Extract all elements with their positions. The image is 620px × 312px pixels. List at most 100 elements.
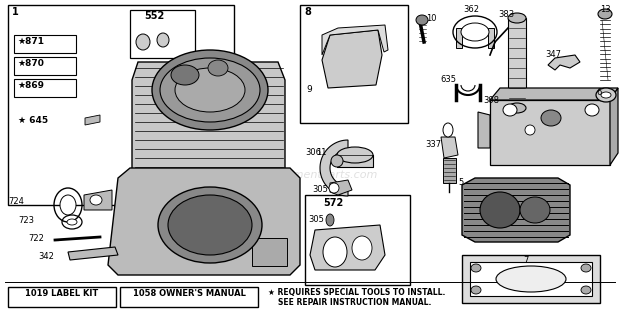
Polygon shape [108,168,300,275]
Text: 724: 724 [8,197,24,206]
Text: 723: 723 [18,216,34,225]
Ellipse shape [67,219,77,225]
Bar [508,18,526,108]
Text: 305: 305 [312,185,328,194]
Ellipse shape [480,192,520,228]
Bar [14,35,76,53]
Polygon shape [322,30,382,88]
Bar [337,155,373,167]
Bar [8,5,234,205]
Polygon shape [490,88,618,100]
Ellipse shape [503,104,517,116]
Ellipse shape [585,104,599,116]
Ellipse shape [581,264,591,272]
Polygon shape [330,180,352,195]
Text: eReplacementParts.com: eReplacementParts.com [242,170,378,180]
Polygon shape [456,28,462,48]
Ellipse shape [171,65,199,85]
Text: 722: 722 [28,234,44,243]
Text: 383: 383 [498,10,514,19]
Ellipse shape [496,266,566,292]
Text: 8: 8 [304,7,311,17]
Ellipse shape [352,236,372,260]
Bar [8,287,116,307]
Text: 11: 11 [316,148,327,157]
Bar [470,262,592,296]
Text: ★869: ★869 [17,81,44,90]
Ellipse shape [443,123,453,137]
Ellipse shape [168,195,252,255]
Text: 10: 10 [426,14,436,23]
Ellipse shape [471,264,481,272]
Ellipse shape [175,68,245,112]
Polygon shape [320,140,348,196]
Ellipse shape [508,13,526,23]
Bar [443,158,456,183]
Text: 347: 347 [545,50,561,59]
Ellipse shape [520,197,550,223]
Ellipse shape [158,187,262,263]
Ellipse shape [136,34,150,50]
Polygon shape [322,25,388,55]
Text: 1: 1 [12,7,19,17]
Text: 1058 OWNER'S MANUAL: 1058 OWNER'S MANUAL [133,289,246,298]
Text: ★871: ★871 [17,37,44,46]
Text: 9: 9 [306,85,312,94]
Ellipse shape [157,33,169,47]
Text: 552: 552 [144,11,164,21]
Ellipse shape [581,286,591,294]
Text: 7: 7 [523,256,529,265]
Ellipse shape [508,103,526,113]
Ellipse shape [461,23,489,41]
Ellipse shape [323,237,347,267]
Polygon shape [68,247,118,260]
Polygon shape [548,55,580,70]
Ellipse shape [60,195,76,215]
Ellipse shape [331,155,343,167]
Ellipse shape [152,50,268,130]
Text: 5: 5 [458,178,463,187]
Polygon shape [132,62,285,185]
Ellipse shape [90,195,102,205]
Text: 13: 13 [600,5,611,14]
Text: 305: 305 [308,215,324,224]
Bar [130,10,195,58]
Ellipse shape [329,183,339,193]
Bar [120,287,258,307]
Bar [300,5,408,123]
Polygon shape [478,112,490,148]
Ellipse shape [525,125,535,135]
Text: 337: 337 [425,140,441,149]
Bar [252,238,287,266]
Polygon shape [310,225,385,270]
Polygon shape [610,88,618,165]
Ellipse shape [416,15,428,25]
Ellipse shape [326,214,334,226]
Ellipse shape [601,92,611,98]
Polygon shape [85,115,100,125]
Ellipse shape [598,9,612,19]
Text: SEE REPAIR INSTRUCTION MANUAL.: SEE REPAIR INSTRUCTION MANUAL. [278,298,432,307]
Bar [14,57,76,75]
Text: 6: 6 [596,88,601,97]
Text: ★ 645: ★ 645 [18,116,48,125]
Ellipse shape [471,286,481,294]
Bar [14,79,76,97]
Ellipse shape [596,88,616,102]
Ellipse shape [160,58,260,122]
Polygon shape [488,28,494,48]
Bar [305,195,410,285]
Text: 635: 635 [440,75,456,84]
Polygon shape [441,137,458,158]
Text: ★870: ★870 [17,59,44,68]
Ellipse shape [208,60,228,76]
Text: 342: 342 [38,252,54,261]
Polygon shape [84,190,112,210]
Ellipse shape [541,110,561,126]
Polygon shape [490,100,610,165]
Text: ★ REQUIRES SPECIAL TOOLS TO INSTALL.: ★ REQUIRES SPECIAL TOOLS TO INSTALL. [268,288,445,297]
Bar [462,255,600,303]
Text: 1019 LABEL KIT: 1019 LABEL KIT [25,289,99,298]
Text: 572: 572 [323,198,343,208]
Text: 362: 362 [463,5,479,14]
